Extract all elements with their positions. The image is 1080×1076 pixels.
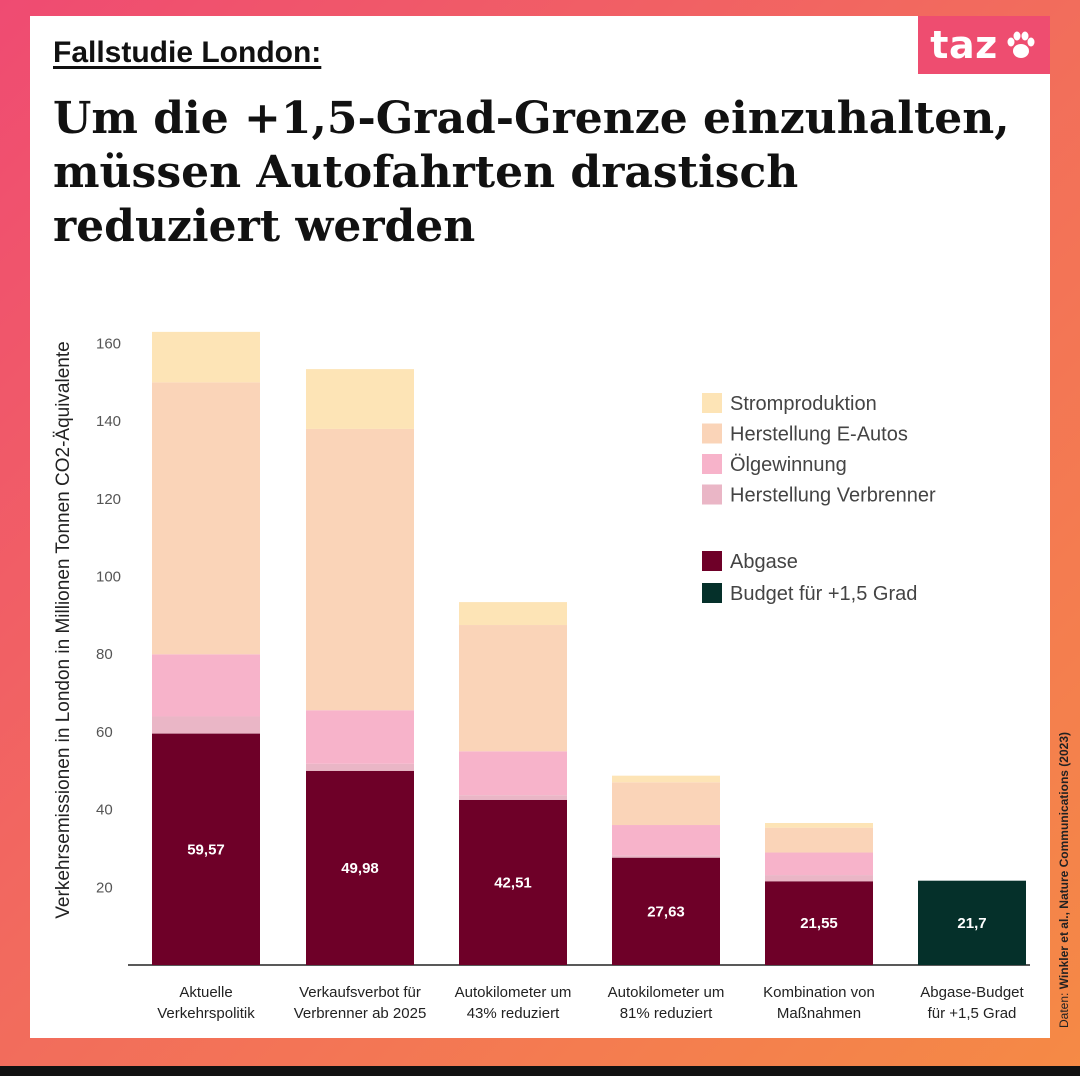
headline: Um die +1,5-Grad-Grenze einzuhalten, müs…	[53, 92, 1010, 254]
category-label: Verkaufsverbot für	[299, 984, 421, 1001]
bar-segment	[459, 799, 567, 965]
category-label: 43% reduziert	[467, 1005, 560, 1022]
category-label: 81% reduziert	[620, 1005, 713, 1022]
headline-line-1: Um die +1,5-Grad-Grenze einzuhalten,	[53, 93, 1010, 144]
legend-swatch	[702, 423, 722, 444]
legend-label: Ölgewinnung	[730, 454, 847, 476]
bar-segment	[152, 331, 260, 383]
bar-segment	[612, 825, 720, 856]
bar-segment	[765, 823, 873, 828]
y-tick-label: 20	[96, 879, 113, 896]
legend-swatch	[702, 454, 722, 474]
bar-segment	[306, 369, 414, 429]
legend-label: Herstellung E-Autos	[730, 424, 908, 446]
legend-swatch	[702, 484, 722, 505]
category-label: Abgase-Budget	[920, 984, 1024, 1001]
y-tick-label: 40	[96, 802, 113, 819]
bar-segment	[459, 625, 567, 752]
legend-label: Stromproduktion	[730, 393, 877, 415]
category-label: Verkehrspolitik	[157, 1005, 255, 1022]
category-label: Kombination von	[763, 984, 875, 1001]
y-tick-label: 140	[96, 413, 121, 430]
bar-value-label: 21,55	[800, 915, 838, 932]
taz-logo: taz	[918, 16, 1050, 74]
bar-segment	[765, 881, 873, 965]
bar-segment	[612, 775, 720, 783]
bar-segment	[765, 875, 873, 882]
bar-segment	[152, 654, 260, 717]
bar-value-label: 49,98	[341, 860, 379, 877]
bar-segment	[459, 795, 567, 800]
legend-label: Herstellung Verbrenner	[730, 485, 936, 507]
category-label: Autokilometer um	[455, 984, 572, 1001]
bar-segment	[306, 428, 414, 711]
legend-swatch	[702, 551, 722, 571]
bar-segment	[459, 602, 567, 626]
bar-segment	[152, 716, 260, 734]
headline-line-2: müssen Autofahrten drastisch	[53, 147, 799, 198]
bar-value-label: 42,51	[494, 874, 532, 891]
bar-segment	[459, 751, 567, 796]
paw-icon	[1007, 31, 1035, 58]
logo-text: taz	[930, 23, 998, 67]
category-label: für +1,5 Grad	[928, 1005, 1017, 1022]
y-tick-label: 60	[96, 724, 113, 741]
bar-segment	[612, 857, 720, 965]
kicker: Fallstudie London:	[53, 36, 322, 69]
category-label: Maßnahmen	[777, 1005, 861, 1022]
y-tick-label: 160	[96, 335, 121, 352]
headline-line-3: reduziert werden	[53, 201, 476, 252]
bottom-strip	[0, 1066, 1080, 1076]
category-label: Aktuelle	[179, 984, 232, 1001]
legend-swatch	[702, 393, 722, 413]
category-label: Autokilometer um	[608, 984, 725, 1001]
bar-segment	[306, 770, 414, 965]
bar-segment	[306, 710, 414, 764]
bar-segment	[765, 852, 873, 876]
legend-swatch	[702, 583, 722, 603]
category-label: Verbrenner ab 2025	[294, 1005, 427, 1022]
legend-label: Budget für +1,5 Grad	[730, 583, 917, 605]
y-tick-label: 100	[96, 569, 121, 586]
bar-value-label: 21,7	[957, 915, 986, 932]
y-tick-label: 80	[96, 646, 113, 663]
bar-segment	[918, 880, 1026, 965]
bar-segment	[612, 855, 720, 858]
legend-label: Abgase	[730, 551, 798, 573]
bar-segment	[765, 827, 873, 853]
y-tick-label: 120	[96, 491, 121, 508]
bar-segment	[612, 782, 720, 826]
bar-segment	[152, 382, 260, 655]
bar-segment	[152, 733, 260, 965]
bar-value-label: 27,63	[647, 903, 685, 920]
bar-value-label: 59,57	[187, 841, 225, 858]
bar-segment	[306, 763, 414, 771]
